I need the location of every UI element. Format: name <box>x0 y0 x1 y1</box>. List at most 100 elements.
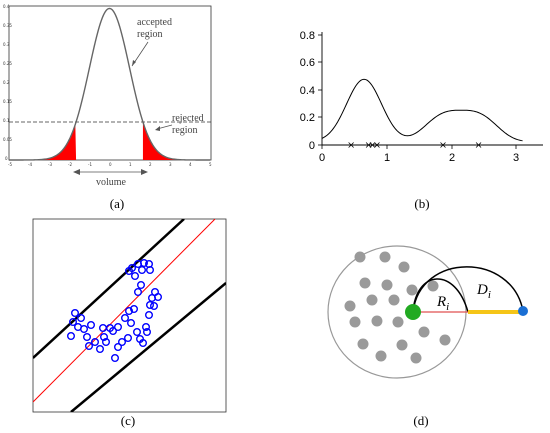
panel-b-y-tick: 0.4 <box>300 85 315 97</box>
lower-band-line <box>70 282 226 412</box>
neighbor-point <box>381 279 393 291</box>
panel-a-y-tick: 0 <box>5 156 8 161</box>
panel-a-x-tick: -5 <box>8 162 12 167</box>
scatter-point <box>113 323 122 332</box>
sample-marks <box>348 142 482 148</box>
scatter-point <box>124 307 133 316</box>
neighbor-point <box>359 277 371 289</box>
panel-b-y-tick: 0.6 <box>300 57 315 69</box>
neighbor-point <box>410 352 422 364</box>
scatter-point <box>84 342 93 351</box>
scatter-point <box>120 314 129 323</box>
fitted-red-line <box>33 219 216 403</box>
scatter-point <box>76 314 85 323</box>
panel-a-x-tick: 1 <box>129 162 132 167</box>
scatter-point <box>129 305 138 314</box>
panel-a-x-tick: -1 <box>88 162 92 167</box>
neighbor-point <box>379 251 391 263</box>
neighbor-point <box>427 280 439 292</box>
neighbor-points <box>344 251 451 364</box>
panel-a-y-ticks: 0.4 0.35 0.3 0.25 0.2 0.15 0.1 0.05 0 <box>3 4 12 161</box>
scatter-point <box>145 266 154 275</box>
panel-a-y-tick: 0.05 <box>3 137 12 142</box>
neighbor-point <box>354 251 366 263</box>
neighbor-point <box>375 350 387 362</box>
panel-b-x-tick: 0 <box>319 152 325 164</box>
scatter-point <box>90 338 99 347</box>
scatter-points <box>66 259 162 363</box>
center-point <box>405 304 421 320</box>
neighbor-point <box>344 300 356 312</box>
distance-label: Di <box>476 282 491 301</box>
panel-b-y-tick: 0 <box>309 140 315 152</box>
scatter-point <box>79 325 88 334</box>
neighbor-point <box>439 334 451 346</box>
panel-b-y-tick: 0.2 <box>300 112 315 124</box>
neighbor-point <box>349 316 361 328</box>
sample-mark <box>475 142 482 148</box>
neighbor-point <box>371 315 383 327</box>
panel-a: 0.4 0.35 0.3 0.25 0.2 0.15 0.1 0.05 0 -5… <box>3 4 212 211</box>
neighbor-point <box>396 339 408 351</box>
radius-label: Ri <box>436 294 449 313</box>
sample-mark <box>348 142 354 148</box>
panel-a-x-ticks: -5 -4 -3 -2 -1 0 1 2 3 4 5 <box>8 162 212 167</box>
scatter-point <box>142 328 151 337</box>
panel-a-y-tick: 0.1 <box>3 118 10 123</box>
panel-b-x-tick: 2 <box>449 152 455 164</box>
scatter-point <box>132 328 141 337</box>
scatter-point <box>110 354 119 363</box>
accepted-region-label: accepted <box>137 17 172 28</box>
sample-mark <box>374 142 380 148</box>
scatter-point <box>95 345 104 354</box>
scatter-point <box>145 301 154 310</box>
caption-d: (d) <box>413 413 428 428</box>
rejected-tail-right <box>142 122 210 160</box>
rejected-region-label-line2: region <box>172 125 198 136</box>
caption-b: (b) <box>414 196 429 211</box>
panel-a-y-tick: 0.4 <box>3 4 10 9</box>
scatter-point <box>117 338 126 347</box>
scatter-point <box>68 318 77 327</box>
density-curve <box>321 78 523 142</box>
scatter-point <box>139 259 148 268</box>
neighbor-point <box>388 294 400 306</box>
upper-band-line <box>33 219 185 359</box>
gaussian-curve <box>9 7 210 161</box>
panel-b-y-ticks: 0.8 0.6 0.4 0.2 0 <box>300 30 322 152</box>
scatter-point <box>137 266 146 275</box>
rejected-arrowhead <box>155 126 160 131</box>
panel-a-x-tick: 0 <box>109 162 112 167</box>
scatter-point <box>101 338 110 347</box>
scatter-point <box>136 281 145 290</box>
sample-mark <box>440 142 446 148</box>
panel-c: (c) <box>32 218 227 428</box>
accepted-region-label-line2: region <box>137 29 163 40</box>
distance-arc <box>412 266 524 313</box>
panel-a-y-tick: 0.35 <box>3 23 12 28</box>
panel-a-x-tick: 3 <box>169 162 172 167</box>
panel-a-plot-frame <box>8 5 212 161</box>
panel-c-frame <box>32 218 227 413</box>
panel-b-x-tick: 3 <box>513 152 519 164</box>
neighbor-point <box>398 261 410 273</box>
panel-a-x-tick: 2 <box>149 162 152 167</box>
query-point <box>518 306 528 316</box>
neighbor-point <box>392 316 404 328</box>
panel-a-x-tick: 5 <box>209 162 212 167</box>
scatter-point <box>70 309 79 318</box>
scatter-point <box>66 332 75 341</box>
scatter-point <box>82 333 91 342</box>
neighbor-point <box>406 284 418 296</box>
volume-arrowhead-left <box>73 169 80 175</box>
panel-b-x-ticks: 0 1 2 3 <box>319 145 519 164</box>
panel-a-y-tick: 0.25 <box>3 61 12 66</box>
panel-a-x-tick: -4 <box>28 162 32 167</box>
scatter-point <box>99 333 108 342</box>
neighbor-point <box>418 326 430 338</box>
scatter-point <box>124 267 133 276</box>
panel-a-y-tick: 0.3 <box>3 42 10 47</box>
scatter-point <box>138 339 147 348</box>
scatter-point <box>126 319 135 328</box>
scatter-point <box>149 302 158 311</box>
